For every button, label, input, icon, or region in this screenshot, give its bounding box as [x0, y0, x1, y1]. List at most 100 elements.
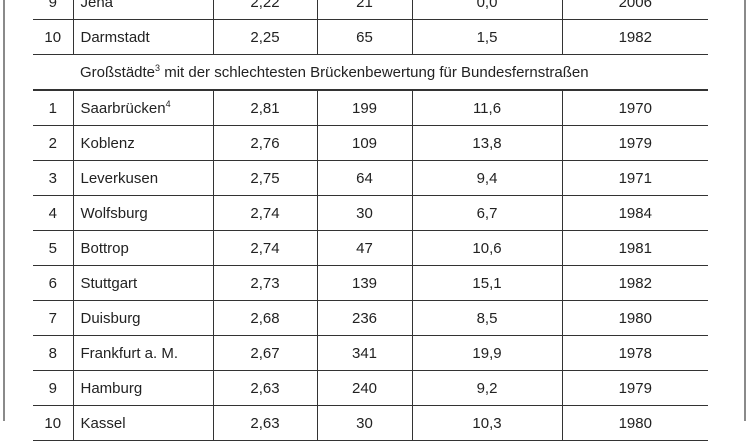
- cell-c4: 65: [316, 19, 412, 55]
- cell-text: 1979: [618, 134, 652, 152]
- section-title-text: mit der schlechtesten Brückenbewertung f…: [160, 64, 589, 81]
- cell-c3: 2,25: [212, 19, 317, 55]
- cell-text: 10,3: [472, 414, 502, 432]
- cell-c3: 2,67: [212, 335, 317, 371]
- cell-city: Kassel: [72, 405, 213, 441]
- cell-text: 6,7: [476, 204, 498, 222]
- cell-text: 2,63: [250, 414, 280, 432]
- table-row: 10 Darmstadt 2,25 65 1,5 1982: [33, 19, 708, 55]
- cell-text: 1: [48, 99, 57, 117]
- cell-city: Stuttgart: [72, 265, 213, 301]
- bridge-rating-table: 9 Jena 2,22 21 0,0 2006 10 Darmstadt 2,25 65 1,5 19…: [33, 0, 708, 441]
- footnote-mark: 4: [165, 99, 171, 109]
- cell-text: 2,68: [250, 309, 280, 327]
- footnote-mark: 3: [155, 63, 161, 73]
- table-row: 9 Jena 2,22 21 0,0 2006: [33, 0, 708, 20]
- cell-c5: 10,3: [411, 405, 562, 441]
- cell-text: 1978: [618, 344, 652, 362]
- section-title-text: Großstädte: [80, 64, 156, 81]
- section-title: Großstädte3 mit der schlechtesten Brücke…: [33, 54, 708, 91]
- cell-text: 1980: [618, 309, 652, 327]
- cell-text: 2,76: [250, 134, 280, 152]
- cell-text: 6: [48, 274, 57, 292]
- cell-text: 1982: [618, 274, 652, 292]
- cell-text: 5: [48, 239, 57, 257]
- cell-text: Kassel: [80, 414, 126, 432]
- cell-text: 9: [48, 379, 57, 397]
- cell-c6: 1971: [561, 160, 708, 196]
- cell-text: Wolfsburg: [80, 204, 148, 222]
- cell-c4: 341: [316, 335, 412, 371]
- table-row: 10 Kassel 2,63 30 10,3 1980: [33, 405, 708, 441]
- cell-c5: 15,1: [411, 265, 562, 301]
- table-row: 4 Wolfsburg 2,74 30 6,7 1984: [33, 195, 708, 231]
- cell-city: Saarbrücken4: [72, 90, 213, 126]
- cell-city: Duisburg: [72, 300, 213, 336]
- cell-text: 2,81: [250, 99, 280, 117]
- cell-text: Bottrop: [80, 239, 129, 257]
- cell-text: 1971: [618, 169, 652, 187]
- table-row: 8 Frankfurt a. M. 2,67 341 19,9 1978: [33, 335, 708, 371]
- cell-text: Koblenz: [80, 134, 135, 152]
- cell-text: 1984: [618, 204, 652, 222]
- cell-text: 240: [351, 379, 378, 397]
- cell-rank: 1: [33, 90, 73, 126]
- cell-text: Duisburg: [80, 309, 141, 327]
- cell-c4: 139: [316, 265, 412, 301]
- cell-c4: 199: [316, 90, 412, 126]
- cell-text: Darmstadt: [80, 28, 150, 46]
- cell-c5: 19,9: [411, 335, 562, 371]
- cell-c6: 1979: [561, 125, 708, 161]
- cell-city: Darmstadt: [72, 19, 213, 55]
- cell-c4: 64: [316, 160, 412, 196]
- cell-c4: 236: [316, 300, 412, 336]
- cell-text: 2,74: [250, 204, 280, 222]
- cell-text: Leverkusen: [80, 169, 159, 187]
- cell-text: 199: [351, 99, 378, 117]
- cell-c6: 1979: [561, 370, 708, 406]
- cell-text: 2,73: [250, 274, 280, 292]
- cell-text: 8,5: [476, 309, 498, 327]
- cell-c3: 2,74: [212, 195, 317, 231]
- cell-c6: 1980: [561, 405, 708, 441]
- table-row: 3 Leverkusen 2,75 64 9,4 1971: [33, 160, 708, 196]
- cell-c6: 1978: [561, 335, 708, 371]
- cell-text: Hamburg: [80, 379, 143, 397]
- cell-text: 2,75: [250, 169, 280, 187]
- cell-text: 10,6: [472, 239, 502, 257]
- cell-rank: 9: [33, 370, 73, 406]
- cell-text: 64: [356, 169, 373, 187]
- cell-text: 0,0: [476, 0, 498, 11]
- cell-text: 3: [48, 169, 57, 187]
- cell-text: 2006: [618, 0, 652, 11]
- cell-text: 1970: [618, 99, 652, 117]
- cell-rank: 9: [33, 0, 73, 20]
- cell-text: 2,74: [250, 239, 280, 257]
- table-row: 9 Hamburg 2,63 240 9,2 1979: [33, 370, 708, 406]
- cell-text: 2,22: [250, 0, 280, 11]
- cell-c3: 2,81: [212, 90, 317, 126]
- cell-text: 2,63: [250, 379, 280, 397]
- cell-c4: 30: [316, 195, 412, 231]
- cell-text: 10: [44, 414, 62, 432]
- cell-c4: 109: [316, 125, 412, 161]
- cell-city: Frankfurt a. M.: [72, 335, 213, 371]
- section-header-row: Großstädte3 mit der schlechtesten Brücke…: [33, 54, 708, 91]
- cell-c4: 30: [316, 405, 412, 441]
- cell-text: 9,2: [476, 379, 498, 397]
- cell-c3: 2,76: [212, 125, 317, 161]
- cell-c3: 2,63: [212, 405, 317, 441]
- cell-text: 10: [44, 28, 62, 46]
- cell-city: Jena: [72, 0, 213, 20]
- cell-text: 30: [356, 204, 373, 222]
- cell-text: 65: [356, 28, 373, 46]
- cell-c6: 2006: [561, 0, 708, 20]
- cell-c5: 0,0: [411, 0, 562, 20]
- cell-c6: 1981: [561, 230, 708, 266]
- cell-text: 1980: [618, 414, 652, 432]
- table-row: 6 Stuttgart 2,73 139 15,1 1982: [33, 265, 708, 301]
- cell-text: 19,9: [472, 344, 502, 362]
- cell-text: 8: [48, 344, 57, 362]
- cell-c6: 1984: [561, 195, 708, 231]
- cell-c6: 1980: [561, 300, 708, 336]
